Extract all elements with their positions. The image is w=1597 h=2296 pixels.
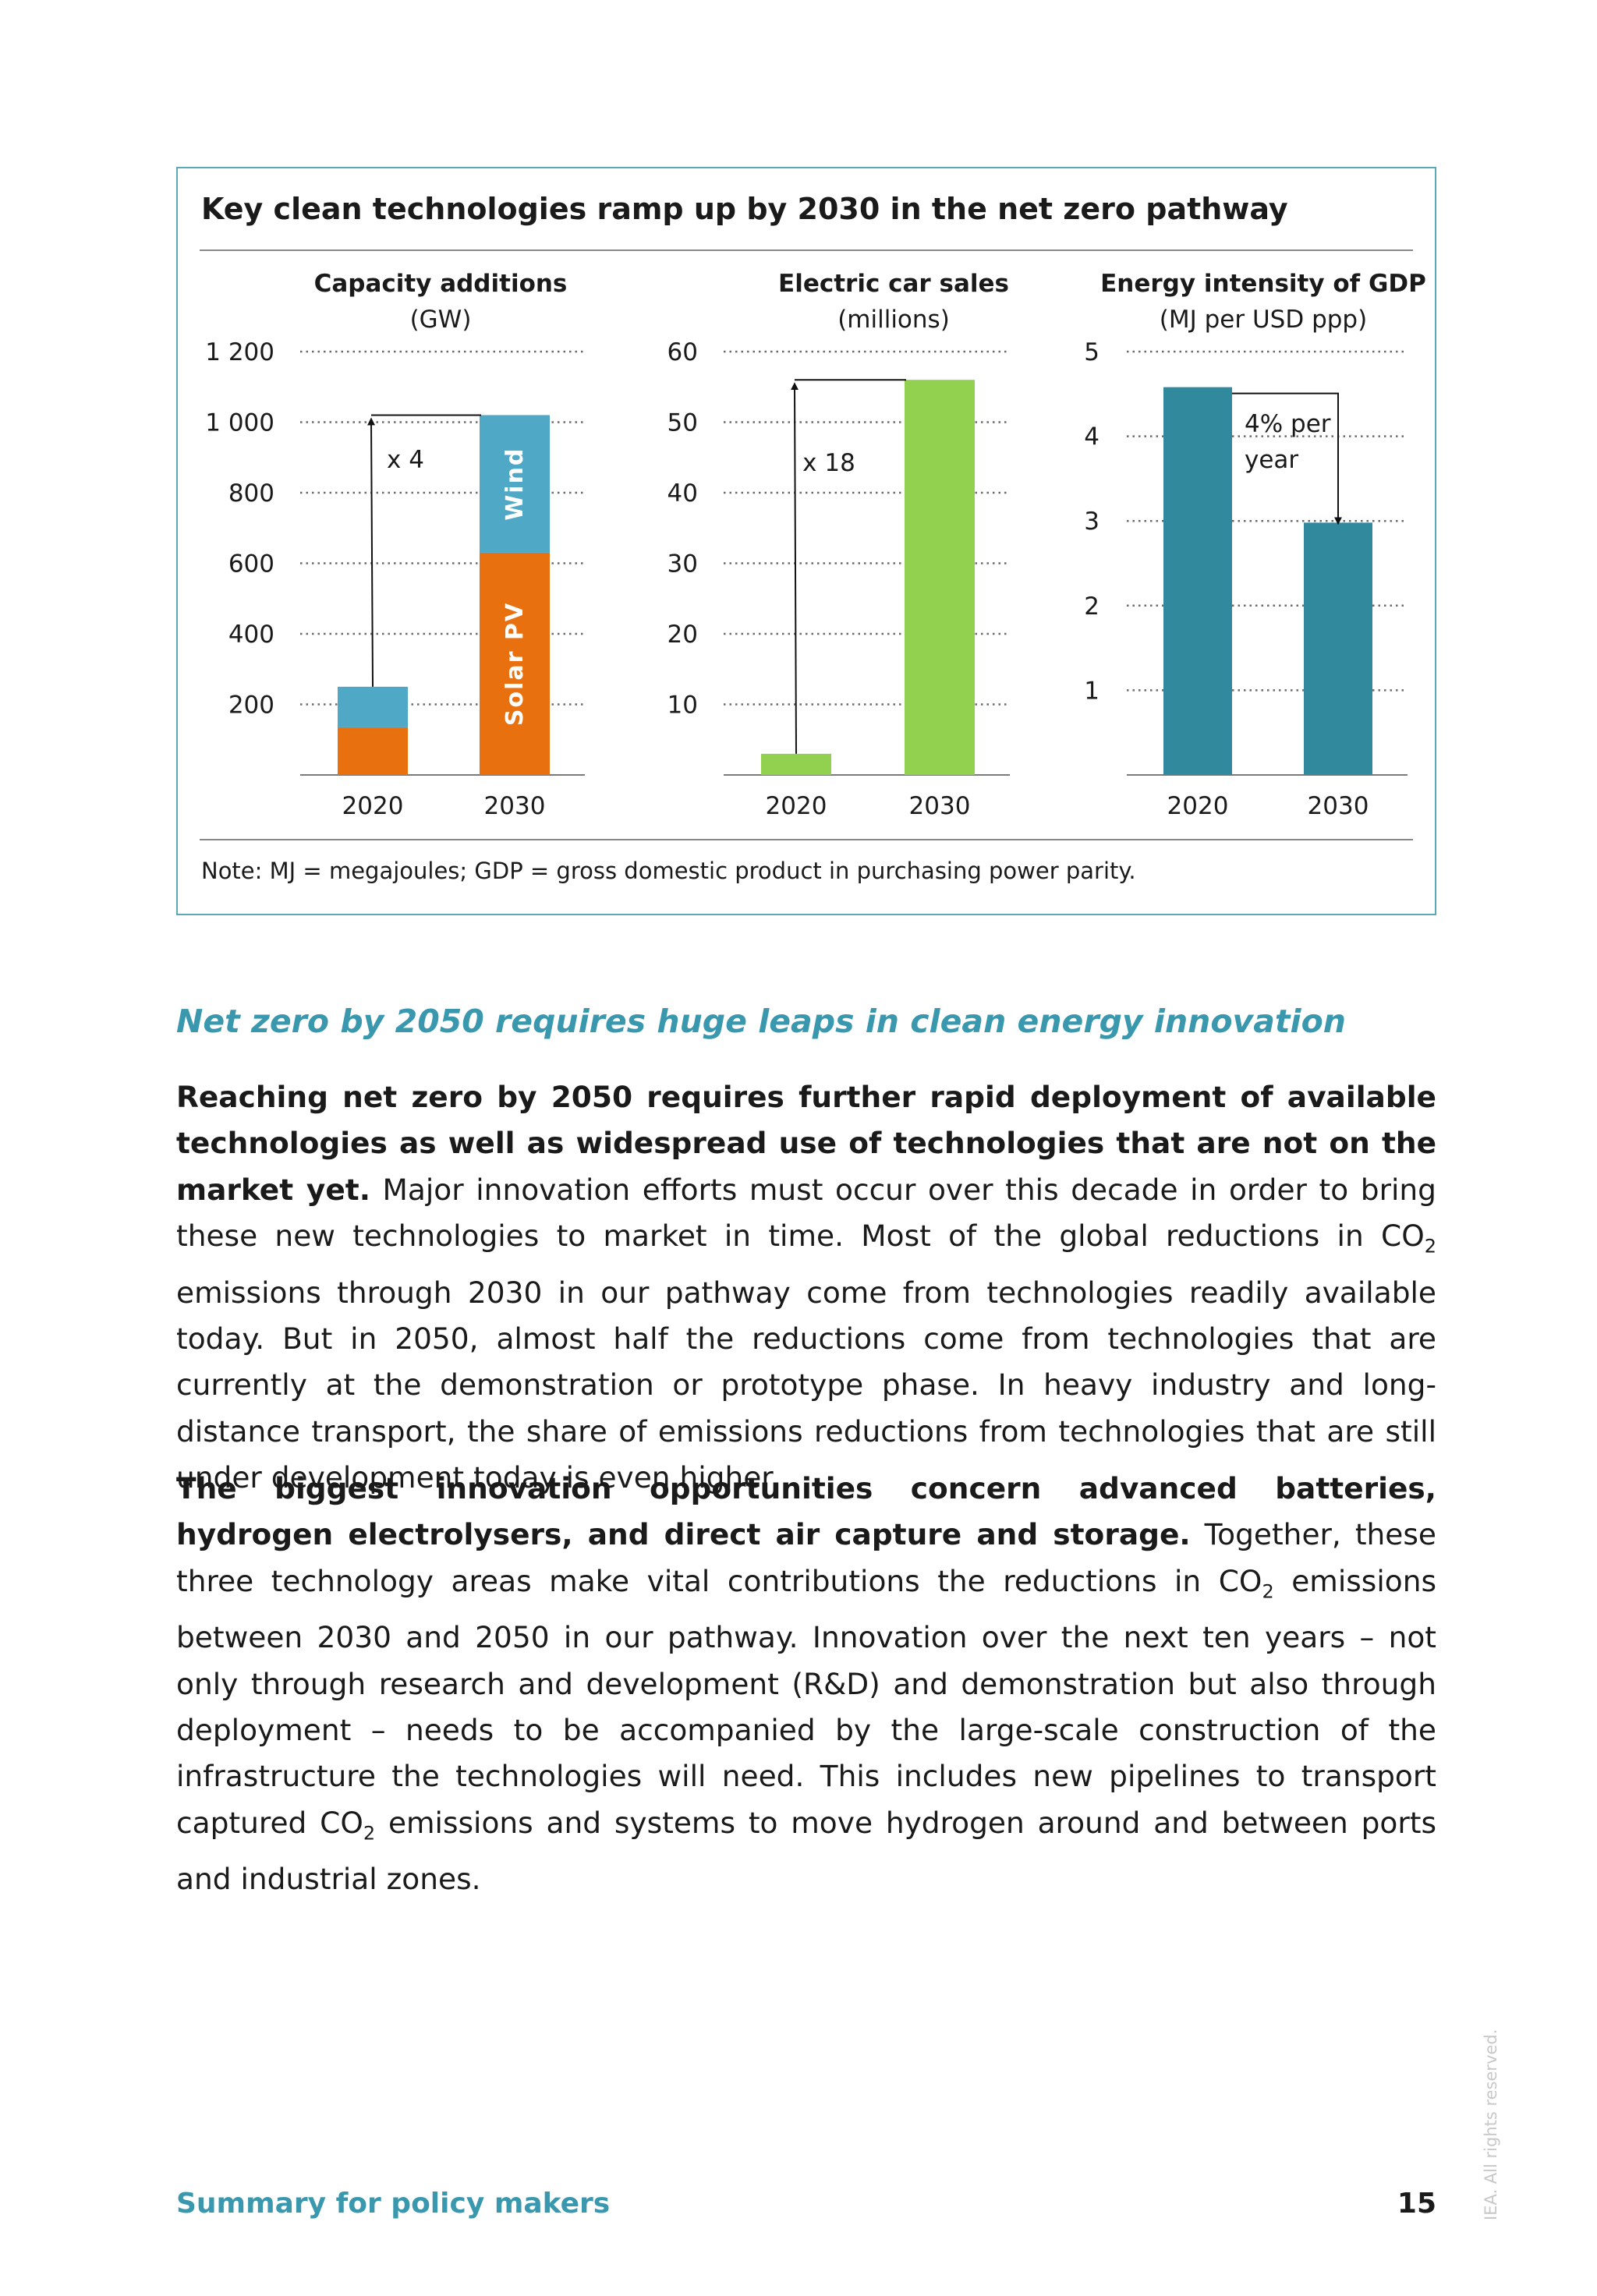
- bar-segment: [338, 727, 408, 775]
- series-label: Solar PV: [501, 602, 529, 726]
- y-tick-label: 800: [228, 479, 274, 508]
- y-tick-label: 2: [1084, 593, 1099, 621]
- y-tick-label: 4: [1084, 423, 1099, 451]
- rate-label: 4% per: [1245, 410, 1331, 438]
- bar: [1304, 522, 1372, 775]
- bar: [905, 380, 975, 775]
- charts-svg: Capacity additions (GW) 200 400 600 800 1 000 1…: [205, 270, 1426, 820]
- paragraph-2: The biggest innovation opportunities con…: [176, 1466, 1436, 1903]
- paragraph-2-text-a: Together, these three technology areas m…: [176, 1517, 1436, 1598]
- chart-energy-intensity: Energy intensity of GDP (MJ per USD ppp) 1…: [1084, 270, 1426, 820]
- bar-segment: [480, 415, 550, 553]
- x-tick-label: 2030: [909, 792, 971, 820]
- y-tick-label: 60: [667, 338, 698, 366]
- x-tick-label: 2030: [484, 792, 546, 820]
- chart-title: Electric car sales: [778, 270, 1009, 298]
- x-tick-label: 2020: [342, 792, 404, 820]
- watermark: IEA. All rights reserved.: [1482, 2029, 1500, 2220]
- y-tick-label: 30: [667, 550, 698, 578]
- x-tick-label: 2020: [1167, 792, 1229, 820]
- paragraph-1: Reaching net zero by 2050 requires furth…: [176, 1074, 1436, 1501]
- bar-segment: [338, 686, 408, 727]
- figure-title: Key clean technologies ramp up by 2030 i…: [201, 192, 1288, 226]
- chart-title: Energy intensity of GDP: [1100, 270, 1426, 298]
- y-tick-label: 600: [228, 550, 274, 578]
- footer-section-label: Summary for policy makers: [176, 2188, 611, 2220]
- y-tick-label: 1: [1084, 677, 1099, 705]
- y-tick-label: 50: [667, 409, 698, 437]
- x-tick-label: 2030: [1308, 792, 1369, 820]
- growth-arrow: [791, 382, 799, 754]
- y-tick-label: 40: [667, 479, 698, 508]
- chart-title: Capacity additions: [314, 270, 568, 298]
- multiplier-label: x 18: [802, 449, 855, 477]
- y-tick-label: 10: [667, 692, 698, 720]
- y-tick-label: 1 200: [205, 338, 274, 366]
- paragraph-2-bold: The biggest innovation opportunities con…: [176, 1471, 1436, 1552]
- paragraph-2-text-b: emissions between 2030 and 2050 in our p…: [176, 1563, 1437, 1840]
- figure-bottom-rule: [200, 839, 1413, 840]
- rate-label: year: [1245, 446, 1298, 474]
- chart-subtitle: (GW): [410, 306, 472, 334]
- y-tick-label: 400: [228, 621, 274, 649]
- series-label: Wind: [501, 448, 529, 521]
- x-tick-label: 2020: [766, 792, 827, 820]
- chart-subtitle: (MJ per USD ppp): [1160, 306, 1367, 334]
- figure-note: Note: MJ = megajoules; GDP = gross domes…: [201, 858, 1136, 884]
- co2-subscript: 2: [1262, 1580, 1274, 1603]
- bar-segment: [480, 552, 550, 775]
- figure-top-rule: [200, 249, 1413, 251]
- chart-electric-car-sales: Electric car sales(millions)102030405060…: [667, 270, 1010, 820]
- paragraph-2-text-c: emissions and systems to move hydrogen a…: [176, 1805, 1436, 1897]
- chart-subtitle: (millions): [837, 306, 950, 334]
- multiplier-label: x 4: [387, 446, 424, 474]
- bar: [761, 753, 831, 775]
- y-tick-label: 1 000: [205, 409, 274, 437]
- paragraph-1-text-b: emissions through 2030 in our pathway co…: [176, 1275, 1436, 1495]
- y-tick-label: 3: [1084, 508, 1099, 536]
- y-tick-label: 20: [667, 621, 698, 649]
- bar: [1163, 387, 1232, 775]
- paragraph-1-bold: Reaching net zero by 2050 requires furth…: [176, 1080, 1436, 1207]
- chart-capacity-additions: Capacity additions (GW) 200 400 600 800 1 000 1…: [205, 270, 585, 820]
- section-heading: Net zero by 2050 requires huge leaps in …: [176, 1003, 1346, 1040]
- y-tick-label: 200: [228, 692, 274, 720]
- figure-frame: [176, 167, 1436, 915]
- page-number: 15: [1397, 2188, 1436, 2220]
- decline-arrow: [1232, 392, 1342, 525]
- co2-subscript: 2: [1424, 1235, 1436, 1258]
- co2-subscript: 2: [363, 1822, 376, 1845]
- growth-arrow: [367, 417, 376, 687]
- paragraph-1-text-a: Major innovation efforts must occur over…: [176, 1172, 1436, 1253]
- y-tick-label: 5: [1084, 338, 1099, 366]
